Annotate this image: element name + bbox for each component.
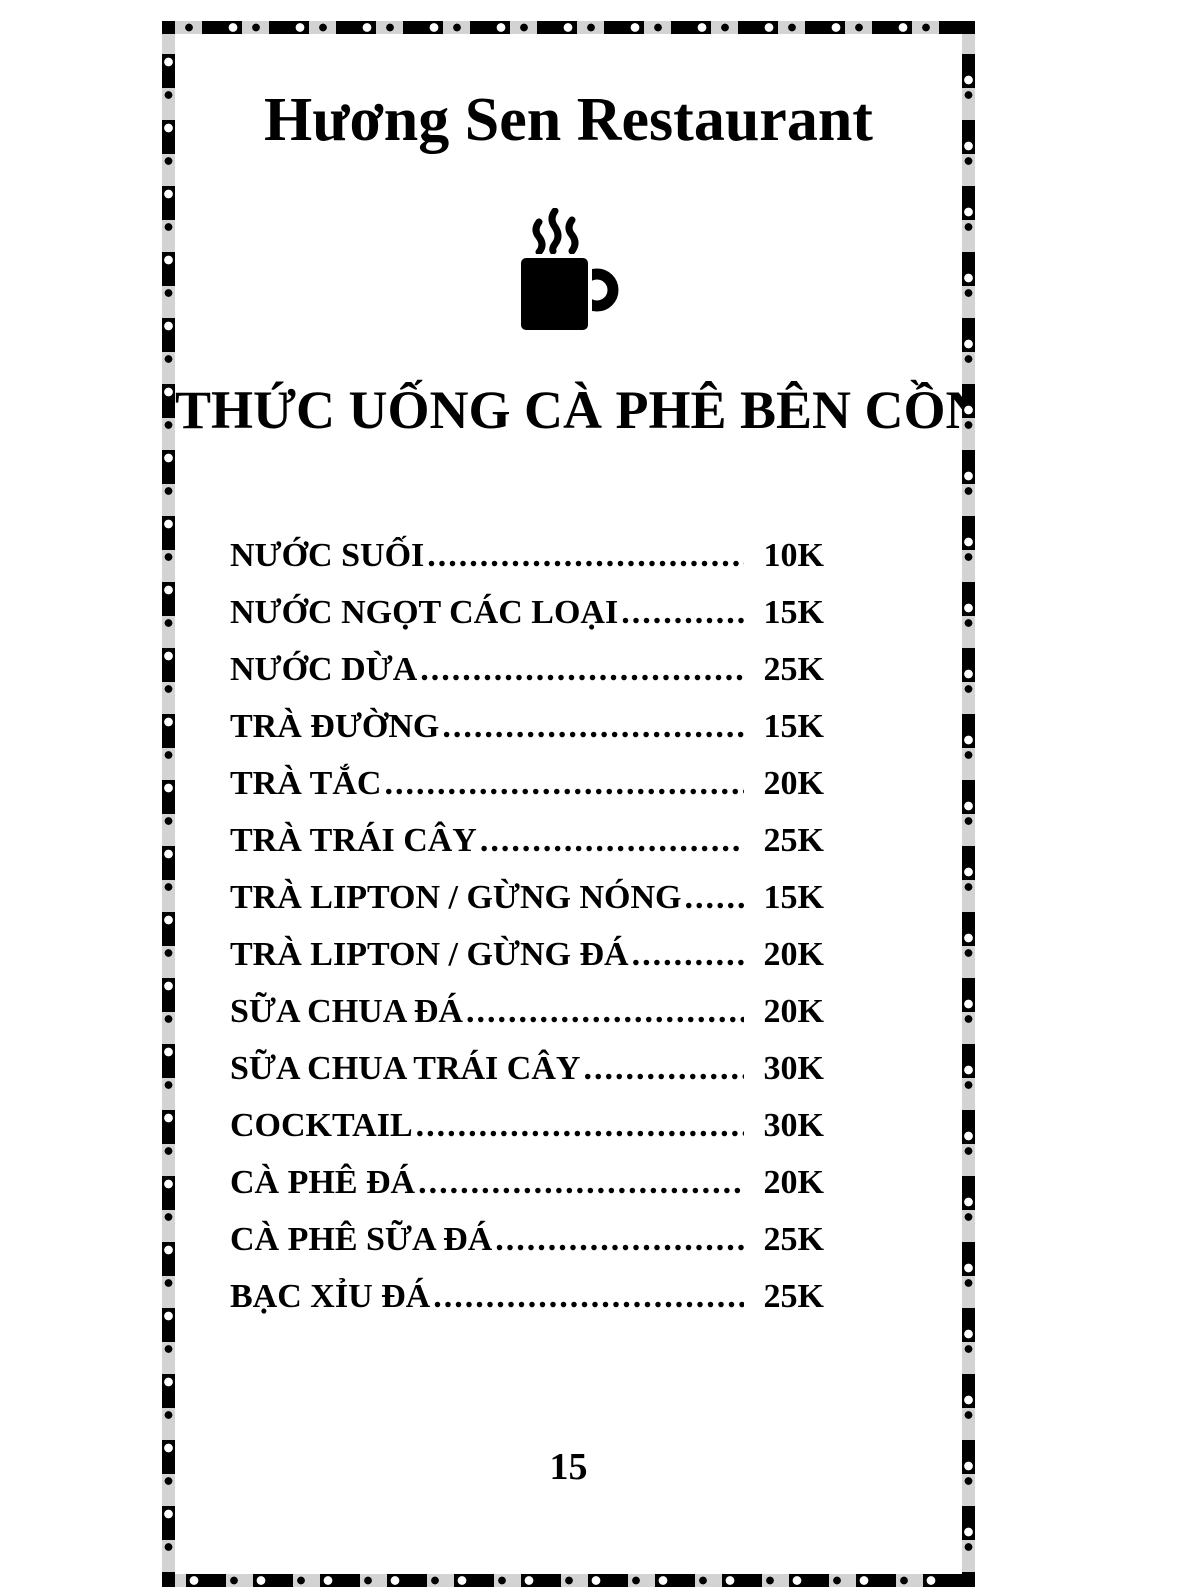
menu-item-row: CÀ PHÊ ĐÁ 20K bbox=[230, 1163, 824, 1203]
decorative-border-top bbox=[162, 21, 975, 34]
menu-leader-dots bbox=[427, 536, 744, 576]
menu-leader-dots bbox=[583, 1049, 744, 1089]
menu-item-price: 30K bbox=[763, 1050, 824, 1087]
menu-leader-dots bbox=[420, 650, 744, 690]
menu-item-name: TRÀ LIPTON / GỪNG NÓNG bbox=[230, 879, 682, 916]
menu-item-row: TRÀ TRÁI CÂY 25K bbox=[230, 821, 824, 861]
page-number: 15 bbox=[549, 1446, 588, 1488]
menu-item-name: BẠC XỈU ĐÁ bbox=[230, 1278, 431, 1315]
menu-leader-dots bbox=[416, 1106, 744, 1146]
menu-item-price: 15K bbox=[763, 879, 824, 916]
menu-item-name: TRÀ TẮC bbox=[230, 765, 382, 802]
menu-item-price: 10K bbox=[763, 537, 824, 574]
menu-item-price: 20K bbox=[763, 1164, 824, 1201]
menu-page: Hương Sen Restaurant THỨC UỐNG CÀ PHÊ BÊ… bbox=[162, 21, 975, 1587]
menu-item-name: SỮA CHUA TRÁI CÂY bbox=[230, 1050, 581, 1087]
menu-leader-dots bbox=[418, 1163, 744, 1203]
menu-leader-dots bbox=[466, 992, 744, 1032]
menu-item-row: NƯỚC SUỐI 10K bbox=[230, 536, 824, 576]
menu-item-row: SỮA CHUA TRÁI CÂY 30K bbox=[230, 1049, 824, 1089]
menu-item-price: 25K bbox=[763, 1221, 824, 1258]
menu-item-price: 20K bbox=[763, 765, 824, 802]
menu-item-row: TRÀ ĐƯỜNG 15K bbox=[230, 707, 824, 747]
menu-leader-dots bbox=[384, 764, 744, 804]
menu-item-name: NƯỚC SUỐI bbox=[230, 537, 425, 574]
menu-leader-dots bbox=[621, 593, 744, 633]
menu-item-price: 25K bbox=[763, 1278, 824, 1315]
menu-item-row: TRÀ LIPTON / GỪNG NÓNG 15K bbox=[230, 878, 824, 918]
menu-item-price: 30K bbox=[763, 1107, 824, 1144]
menu-item-price: 25K bbox=[763, 822, 824, 859]
menu-item-name: CÀ PHÊ SỮA ĐÁ bbox=[230, 1221, 493, 1258]
menu-list: NƯỚC SUỐI 10K NƯỚC NGỌT CÁC LOẠI 15K NƯỚ… bbox=[230, 536, 824, 1317]
menu-item-name: NƯỚC NGỌT CÁC LOẠI bbox=[230, 594, 619, 631]
menu-leader-dots bbox=[433, 1277, 744, 1317]
section-heading: THỨC UỐNG CÀ PHÊ BÊN CỒN bbox=[175, 380, 962, 440]
menu-item-name: COCKTAIL bbox=[230, 1107, 413, 1144]
menu-item-row: SỮA CHUA ĐÁ 20K bbox=[230, 992, 824, 1032]
decorative-border-left bbox=[162, 34, 175, 1574]
menu-item-price: 20K bbox=[763, 993, 824, 1030]
menu-item-row: COCKTAIL 30K bbox=[230, 1106, 824, 1146]
menu-leader-dots bbox=[632, 935, 744, 975]
menu-item-name: SỮA CHUA ĐÁ bbox=[230, 993, 463, 1030]
menu-item-name: NƯỚC DỪA bbox=[230, 651, 418, 688]
decorative-border-right bbox=[962, 34, 975, 1574]
menu-item-row: TRÀ TẮC 20K bbox=[230, 764, 824, 804]
menu-item-row: NƯỚC NGỌT CÁC LOẠI 15K bbox=[230, 593, 824, 633]
menu-item-row: CÀ PHÊ SỮA ĐÁ 25K bbox=[230, 1220, 824, 1260]
page-content: Hương Sen Restaurant THỨC UỐNG CÀ PHÊ BÊ… bbox=[175, 34, 962, 1574]
menu-item-price: 25K bbox=[763, 651, 824, 688]
menu-item-name: CÀ PHÊ ĐÁ bbox=[230, 1164, 416, 1201]
menu-item-row: TRÀ LIPTON / GỪNG ĐÁ 20K bbox=[230, 935, 824, 975]
menu-leader-dots bbox=[480, 821, 744, 861]
menu-leader-dots bbox=[442, 707, 744, 747]
decorative-border-bottom bbox=[162, 1574, 975, 1587]
restaurant-title: Hương Sen Restaurant bbox=[264, 86, 873, 154]
coffee-cup-icon bbox=[175, 207, 962, 334]
menu-item-price: 20K bbox=[763, 936, 824, 973]
menu-item-price: 15K bbox=[763, 708, 824, 745]
menu-item-row: NƯỚC DỪA 25K bbox=[230, 650, 824, 690]
menu-leader-dots bbox=[495, 1220, 744, 1260]
menu-item-name: TRÀ ĐƯỜNG bbox=[230, 708, 440, 745]
menu-leader-dots bbox=[684, 878, 744, 918]
menu-item-row: BẠC XỈU ĐÁ 25K bbox=[230, 1277, 824, 1317]
menu-item-name: TRÀ TRÁI CÂY bbox=[230, 822, 477, 859]
menu-item-price: 15K bbox=[763, 594, 824, 631]
menu-item-name: TRÀ LIPTON / GỪNG ĐÁ bbox=[230, 936, 629, 973]
